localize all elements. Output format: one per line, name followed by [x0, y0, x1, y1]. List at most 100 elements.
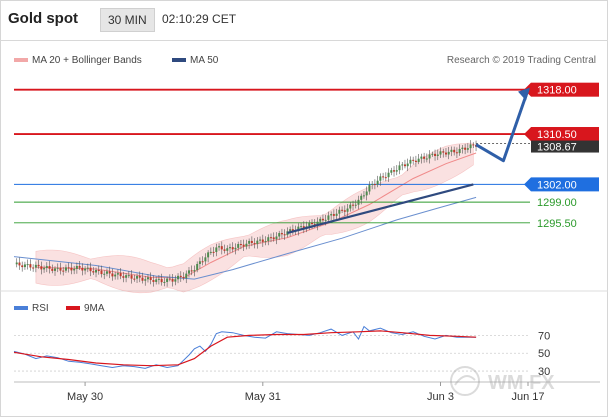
- candle-body: [34, 264, 37, 268]
- candle-body: [174, 279, 177, 282]
- candle-body: [133, 278, 136, 280]
- candle-body: [190, 270, 193, 272]
- candle-body: [64, 267, 67, 271]
- candle-body: [272, 237, 275, 240]
- candle-body: [428, 154, 431, 159]
- rsi-tick-30: 30: [538, 366, 550, 378]
- forecast-arrow-head: [518, 87, 530, 101]
- candle-body: [111, 273, 114, 277]
- candle-body: [185, 273, 188, 279]
- candle-body: [327, 215, 330, 220]
- candle-body: [163, 281, 166, 283]
- candle-body: [466, 148, 469, 150]
- candle-body: [23, 264, 26, 268]
- candle-body: [398, 165, 401, 171]
- candles: [15, 140, 478, 287]
- candle-body: [406, 163, 409, 167]
- candle-body: [32, 267, 35, 269]
- candle-body: [168, 278, 171, 280]
- candle-body: [250, 240, 253, 244]
- candle-body: [461, 147, 464, 149]
- candle-body: [26, 264, 29, 266]
- candle-body: [86, 267, 89, 269]
- timeframe-button[interactable]: 30 MIN: [100, 8, 155, 32]
- candle-body: [187, 270, 190, 274]
- watermark-logo: WM FX: [450, 366, 555, 396]
- candle-body: [146, 277, 149, 280]
- candle-body: [390, 170, 393, 173]
- candle-body: [283, 234, 286, 236]
- candle-body: [212, 251, 215, 253]
- candle-body: [103, 273, 106, 275]
- candle-body: [343, 210, 346, 212]
- candle-body: [264, 241, 267, 243]
- candle-body: [149, 277, 152, 281]
- candle-body: [409, 159, 412, 164]
- chart-header: Gold spot 30 MIN 02:10:29 CET: [0, 0, 608, 40]
- candle-body: [270, 237, 272, 239]
- candle-body: [447, 151, 450, 155]
- level-label-overlay: 1310.50: [537, 129, 577, 141]
- candle-body: [204, 257, 207, 262]
- level-label-0: 1318.00: [537, 85, 577, 97]
- last-price-tag: [531, 140, 599, 153]
- candle-body: [198, 261, 201, 264]
- candle-body: [130, 275, 133, 279]
- x-tick-label-3: Jun 17: [511, 391, 544, 403]
- candle-body: [332, 214, 335, 216]
- candle-body: [354, 204, 357, 206]
- candle-body: [81, 267, 84, 271]
- candle-body: [352, 204, 355, 206]
- candle-body: [209, 251, 212, 253]
- candle-body: [84, 268, 87, 271]
- candle-body: [455, 152, 458, 154]
- candle-body: [311, 222, 314, 225]
- candle-body: [387, 172, 390, 178]
- candle-body: [280, 233, 283, 235]
- legend-swatch-9ma: [66, 306, 80, 311]
- candle-body: [171, 278, 174, 282]
- candle-body: [324, 219, 327, 221]
- level-tag-3: [531, 195, 599, 210]
- candle-body: [196, 263, 199, 271]
- candle-body: [259, 239, 262, 241]
- candle-body: [95, 269, 98, 273]
- rsi-tick-70: 70: [538, 330, 550, 342]
- candle-body: [420, 156, 423, 159]
- candle-body: [70, 267, 73, 271]
- candle-body: [450, 149, 453, 152]
- candle-body: [338, 209, 341, 214]
- candle-body: [231, 247, 234, 250]
- candle-body: [453, 149, 456, 153]
- candle-body: [220, 246, 223, 250]
- candle-body: [401, 164, 404, 166]
- candle-body: [239, 244, 242, 246]
- candle-body: [341, 209, 344, 211]
- candle-body: [360, 195, 363, 200]
- candle-body: [97, 269, 100, 271]
- candle-body: [40, 266, 43, 270]
- candle-body: [242, 244, 245, 247]
- candle-body: [155, 279, 158, 282]
- level-label-4: 1295.50: [537, 218, 577, 230]
- candle-body: [127, 275, 130, 277]
- level-tag-overlay: [531, 127, 599, 141]
- candle-body: [207, 252, 210, 258]
- candle-body: [62, 270, 65, 272]
- candle-body: [67, 267, 70, 269]
- candle-body: [160, 278, 163, 283]
- rsi-line: [13, 325, 477, 369]
- candle-body: [384, 177, 387, 179]
- instrument-title: Gold spot: [8, 10, 78, 27]
- legend-label-rsi: RSI: [32, 303, 49, 314]
- candle-body: [245, 243, 248, 247]
- candle-body: [100, 270, 103, 275]
- watermark-text: WM FX: [488, 372, 555, 394]
- candle-body: [469, 144, 472, 149]
- candle-body: [458, 148, 461, 154]
- legend-item-rsi: RSI: [14, 303, 49, 314]
- candle-body: [414, 160, 417, 163]
- timestamp: 02:10:29 CET: [162, 12, 237, 26]
- candle-body: [89, 267, 92, 272]
